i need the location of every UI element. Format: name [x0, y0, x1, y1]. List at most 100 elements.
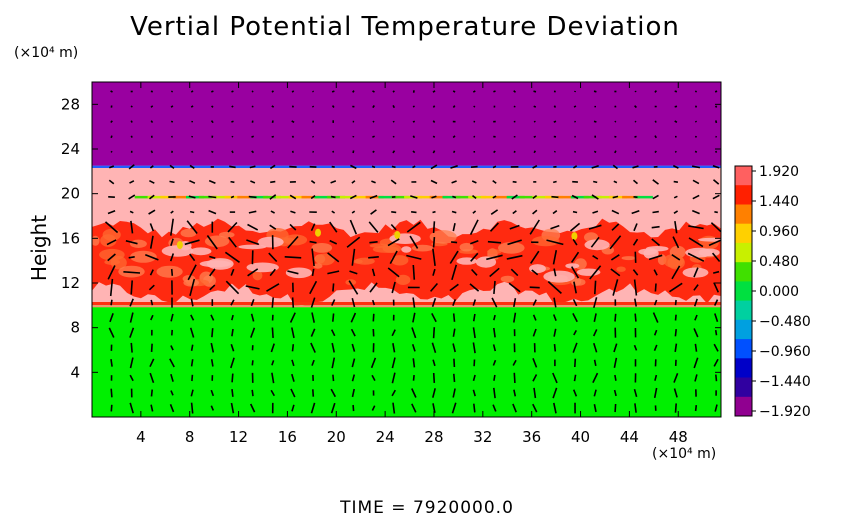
wind-vector	[530, 250, 540, 264]
wind-vector	[211, 90, 214, 93]
stripe-segment	[173, 195, 192, 199]
wind-vector	[432, 237, 436, 248]
wind-vector	[694, 374, 698, 382]
wind-vector	[189, 210, 195, 214]
wind-vector	[572, 210, 578, 214]
wind-vector	[230, 195, 235, 199]
wind-vector	[533, 150, 537, 154]
temperature-gap	[401, 246, 412, 253]
wind-vector	[171, 135, 173, 138]
upper-layer	[92, 82, 721, 166]
wind-vector	[269, 194, 277, 200]
wind-vector	[714, 90, 718, 93]
wind-vector	[553, 105, 557, 108]
wind-vector	[352, 90, 355, 93]
wind-vector	[492, 359, 497, 366]
wind-vector	[412, 105, 415, 108]
wind-vector	[493, 387, 496, 399]
temperature-patch	[156, 265, 183, 278]
wind-vector	[593, 389, 597, 397]
wind-vector	[589, 265, 602, 280]
colorbar-label: 0.480	[759, 254, 799, 270]
wind-vector	[327, 270, 340, 275]
temperature-gap	[698, 248, 720, 257]
x-tick-label: 40	[571, 428, 590, 446]
wind-vector	[552, 210, 558, 215]
wind-vector	[289, 312, 296, 323]
wind-vector	[412, 358, 416, 368]
wind-vector	[473, 120, 476, 123]
wind-vector	[470, 252, 479, 262]
wind-vector	[412, 120, 416, 123]
stripe-segment	[147, 195, 166, 199]
wind-vector	[370, 209, 377, 215]
wind-vector	[392, 90, 395, 93]
wind-vector	[632, 269, 639, 276]
wind-vector	[191, 374, 194, 382]
wind-vector	[309, 240, 317, 244]
wind-vector	[410, 195, 418, 199]
wind-vector	[532, 403, 538, 413]
wind-vector	[573, 105, 577, 108]
wind-vector	[371, 374, 376, 381]
wind-vector	[489, 267, 500, 278]
wind-vector	[654, 150, 657, 154]
stripe-segment	[275, 195, 294, 199]
wind-vector	[312, 135, 315, 138]
wind-vector	[150, 299, 154, 306]
wind-vector	[149, 358, 155, 368]
wind-vector	[614, 150, 617, 154]
wind-vector	[349, 270, 358, 275]
wind-vector	[452, 150, 456, 154]
wind-vector	[169, 253, 175, 262]
wind-vector	[391, 389, 397, 397]
wind-vector	[473, 403, 476, 413]
wind-vector	[329, 221, 338, 233]
wind-vector	[330, 329, 336, 337]
wind-vector	[432, 403, 436, 413]
wind-vector	[449, 283, 459, 292]
wind-vector	[129, 357, 134, 369]
wind-vector	[391, 281, 396, 294]
wind-vector	[289, 194, 297, 200]
wind-vector	[472, 374, 476, 382]
stripe-segment	[250, 195, 269, 199]
wind-vector	[552, 387, 558, 399]
wind-vector	[593, 90, 597, 93]
y-tick-label: 16	[61, 229, 80, 247]
wind-vector	[130, 120, 133, 123]
wind-vector	[592, 255, 599, 260]
wind-vector	[651, 225, 660, 229]
temperature-patch	[369, 243, 390, 248]
wind-vector	[671, 265, 681, 280]
wind-vector	[452, 135, 456, 139]
wind-vector	[432, 248, 436, 267]
wind-vector	[208, 179, 216, 184]
stripe-segment	[416, 195, 435, 199]
wind-vector	[532, 314, 537, 321]
colorbar-swatch	[735, 223, 752, 244]
wind-vector	[251, 389, 254, 397]
stripe-segment	[352, 195, 371, 199]
wind-vector	[128, 256, 135, 259]
wind-vector	[129, 327, 135, 338]
temperature-gap	[206, 258, 234, 270]
wind-vector	[372, 105, 375, 109]
wind-vector	[271, 120, 274, 123]
wind-vector	[531, 269, 539, 276]
wind-vector	[432, 221, 436, 234]
wind-vector	[691, 165, 701, 169]
wind-vector	[493, 327, 496, 338]
wind-vector	[312, 389, 315, 397]
colorbar-label: 0.000	[759, 284, 799, 300]
wind-vector	[450, 164, 458, 169]
wind-vector	[432, 90, 436, 93]
wind-vector	[392, 120, 395, 123]
temperature-patch	[395, 274, 411, 285]
wind-vector	[674, 343, 678, 353]
wind-vector	[331, 357, 336, 369]
wind-vector	[170, 218, 174, 236]
wind-vector	[150, 404, 154, 412]
temperature-patch	[616, 266, 626, 272]
wind-vector	[412, 312, 416, 323]
